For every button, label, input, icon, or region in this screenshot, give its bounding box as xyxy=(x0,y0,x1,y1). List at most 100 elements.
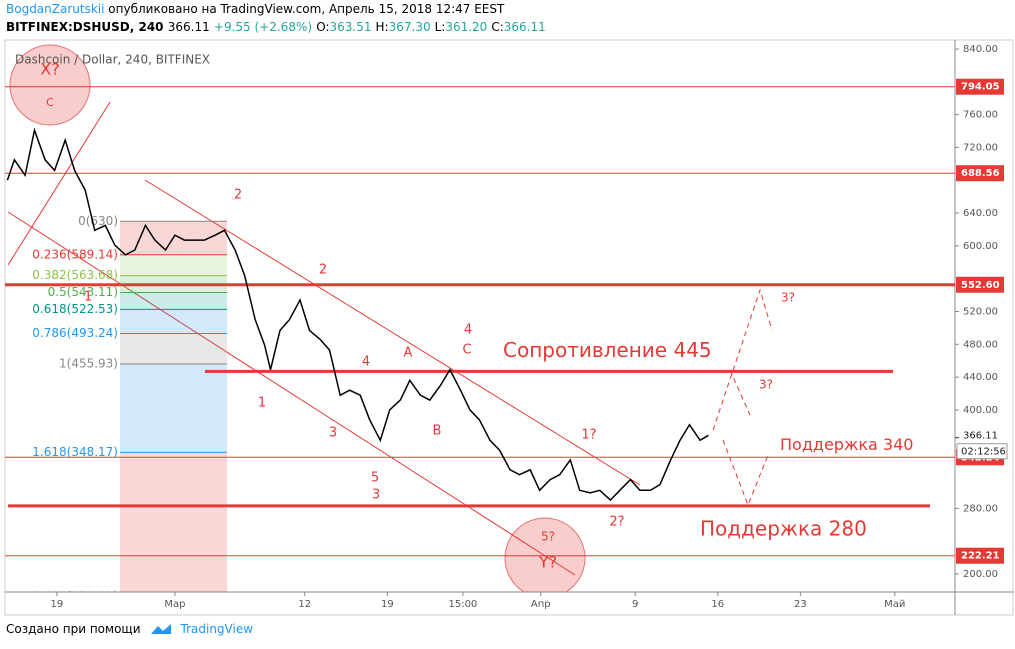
wave-label: C xyxy=(462,343,471,358)
wave-circle xyxy=(504,517,586,592)
fib-label: 0.382(563.68) xyxy=(32,268,118,282)
price-box xyxy=(956,78,1004,95)
x-tick-label: 19 xyxy=(51,599,64,610)
last: 366.11 xyxy=(167,20,210,34)
symbol: BITFINEX:DSHUSD, 240 xyxy=(6,20,164,34)
ohlc-value: 367.30 xyxy=(388,20,431,34)
frame xyxy=(4,39,1014,616)
change: +9.55 (+2.68%) xyxy=(213,20,313,34)
wave-circle xyxy=(9,44,91,126)
wave-label: 3? xyxy=(781,291,795,305)
wave-label: B xyxy=(433,424,442,439)
price-label: 688.56 xyxy=(961,168,1000,179)
chart-title: Dashcoin / Dollar, 240, BITFINEX xyxy=(15,53,210,67)
ohlc-value: 366.11 xyxy=(503,20,546,34)
fib-label: 1(455.93) xyxy=(59,357,118,371)
y-tick-label: 760.00 xyxy=(963,110,998,121)
price-box xyxy=(956,165,1004,182)
wave-label: A xyxy=(404,346,413,361)
wave-label: 4 xyxy=(464,323,472,338)
wave-label: 3 xyxy=(372,488,380,503)
wave-label: X? xyxy=(40,60,59,79)
fib-zone xyxy=(120,364,227,453)
price-label: 552.60 xyxy=(961,280,1000,291)
fib-zone xyxy=(120,292,227,310)
price-line xyxy=(6,127,709,502)
fib-zone xyxy=(120,333,227,365)
y-tick-label: 400.00 xyxy=(963,405,998,416)
y-tick-label: 480.00 xyxy=(963,339,998,350)
logo xyxy=(150,624,171,634)
x-tick-label: 19 xyxy=(381,599,394,610)
price-box xyxy=(956,276,1004,293)
wave-label: 1 xyxy=(84,290,92,305)
level-text: Сопротивление 445 xyxy=(503,338,712,362)
fib-label: 0.786(493.24) xyxy=(32,326,118,340)
x-tick-label: Апр xyxy=(531,599,551,610)
fib-zone xyxy=(120,452,227,592)
ohlc: O:363.51 H:367.30 L:361.20 C:366.11 xyxy=(316,20,550,34)
header-line: BogdanZarutskii опубликовано на TradingV… xyxy=(6,2,504,16)
wave-label: 2 xyxy=(234,188,242,203)
x-tick-label: Май xyxy=(884,599,905,610)
footer: Создано при помощи TradingView xyxy=(6,622,253,636)
countdown: 02:12:56 xyxy=(961,447,1006,458)
ohlc-label: L: xyxy=(434,20,446,34)
y-tick-label: 600.00 xyxy=(963,241,998,252)
wave-label: 5 xyxy=(371,471,379,486)
y-tick-label: 840.00 xyxy=(963,44,998,55)
wave-label: 5? xyxy=(541,530,555,544)
fib-label: 0.618(522.53) xyxy=(32,302,118,316)
wave-label: 1 xyxy=(258,396,266,411)
x-tick-label: 12 xyxy=(298,599,311,610)
channel-line xyxy=(144,179,641,486)
brand[interactable]: TradingView xyxy=(180,622,254,636)
fib-label: 0(630) xyxy=(78,214,118,228)
y-tick-label: 200.00 xyxy=(963,569,998,580)
ohlc-label: H: xyxy=(375,20,389,34)
wave-label: 2? xyxy=(609,515,624,530)
level-text: Поддержка 340 xyxy=(780,435,913,454)
wave-label: 3? xyxy=(759,378,773,392)
x-tick-label: 23 xyxy=(794,599,807,610)
last-price: 366.11 xyxy=(963,431,998,442)
price-label: 222.21 xyxy=(961,551,1000,562)
y-tick-label: 720.00 xyxy=(963,142,998,153)
y-tick-label: 640.00 xyxy=(963,208,998,219)
y-tick-label: 440.00 xyxy=(963,372,998,383)
wave-label: Y? xyxy=(538,553,557,572)
price-box xyxy=(956,547,1004,564)
projection xyxy=(722,439,769,507)
wave-label: 3 xyxy=(329,426,337,441)
fib-zone xyxy=(120,309,227,334)
trend-line xyxy=(7,101,111,266)
wave-label: 2 xyxy=(319,263,327,278)
wave-label: C xyxy=(46,96,54,109)
fib-label: 0.5(543.11) xyxy=(48,285,118,299)
fib-zone xyxy=(120,254,227,276)
wave-label: 4 xyxy=(362,355,370,370)
fib-label: 0.236(589.14) xyxy=(32,247,118,261)
footer-text: Создано при помощи xyxy=(6,622,141,636)
ohlc-label: C: xyxy=(491,20,504,34)
ohlc-value: 361.20 xyxy=(445,20,488,34)
author[interactable]: BogdanZarutskii xyxy=(6,2,105,16)
x-tick-label: 9 xyxy=(632,599,638,610)
fib-label: 2.618(172.01) xyxy=(32,589,118,603)
published: опубликовано на TradingView.com, Апрель … xyxy=(108,2,505,16)
x-tick-label: 15:00 xyxy=(448,599,477,610)
y-tick-label: 520.00 xyxy=(963,306,998,317)
x-tick-label: 16 xyxy=(711,599,724,610)
ohlc-value: 363.51 xyxy=(329,20,372,34)
chart: 0(630) 0.236(589.14) 0.382(563.68) 0.5(543.… xyxy=(4,39,1014,616)
projection xyxy=(729,369,751,416)
y-tick-label: 280.00 xyxy=(963,503,998,514)
wave-label: 1? xyxy=(581,428,596,443)
projection xyxy=(712,288,773,431)
ohlc-label: O: xyxy=(316,20,330,34)
countdown-box xyxy=(956,443,1008,460)
price-label: 794.05 xyxy=(961,82,1000,93)
fib-label: 1.618(348.17) xyxy=(32,445,118,459)
level-text: Поддержка 280 xyxy=(700,516,867,540)
